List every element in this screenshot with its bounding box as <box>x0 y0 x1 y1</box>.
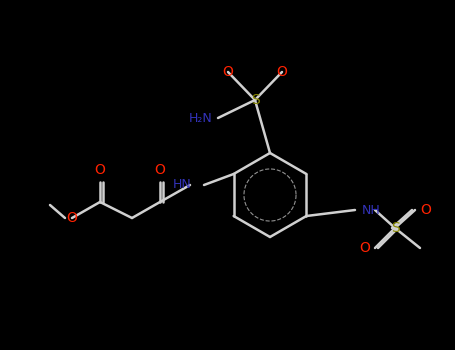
Text: O: O <box>277 65 288 79</box>
Text: O: O <box>420 203 431 217</box>
Text: S: S <box>251 93 259 107</box>
Text: O: O <box>359 241 370 255</box>
Text: O: O <box>155 163 166 177</box>
Text: O: O <box>66 211 77 225</box>
Text: O: O <box>95 163 106 177</box>
Text: S: S <box>391 221 399 235</box>
Text: H₂N: H₂N <box>188 112 212 125</box>
Text: HN: HN <box>173 178 192 191</box>
Text: O: O <box>222 65 233 79</box>
Text: NH: NH <box>362 203 381 217</box>
